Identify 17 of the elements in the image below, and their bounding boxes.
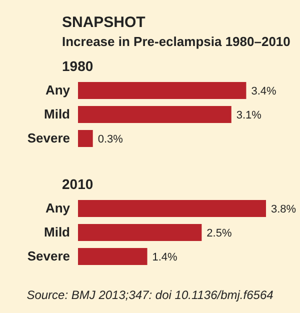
source-note: Source: BMJ 2013;347: doi 10.1136/bmj.f6564 bbox=[26, 288, 274, 302]
y-tick-label: Mild bbox=[44, 106, 70, 122]
chart-subtitle: Increase in Pre-eclampsia 1980–2010 bbox=[62, 34, 292, 49]
data-label: 3.1% bbox=[236, 109, 262, 122]
y-tick-label: Severe bbox=[27, 248, 70, 264]
data-label: 2.5% bbox=[206, 227, 232, 240]
chart-title: SNAPSHOT bbox=[62, 14, 146, 31]
y-tick-label: Severe bbox=[27, 130, 70, 146]
y-tick-label: Any bbox=[45, 200, 71, 216]
data-label: 3.8% bbox=[271, 203, 296, 216]
data-label: 3.4% bbox=[251, 85, 276, 98]
y-axis-title: 1980 bbox=[62, 58, 94, 74]
data-label: 0.3% bbox=[98, 133, 124, 146]
y-tick-label: Mild bbox=[44, 224, 70, 240]
y-axis-title: 2010 bbox=[62, 176, 94, 192]
data-label: 1.4% bbox=[152, 251, 178, 264]
y-tick-label: Any bbox=[45, 82, 71, 98]
